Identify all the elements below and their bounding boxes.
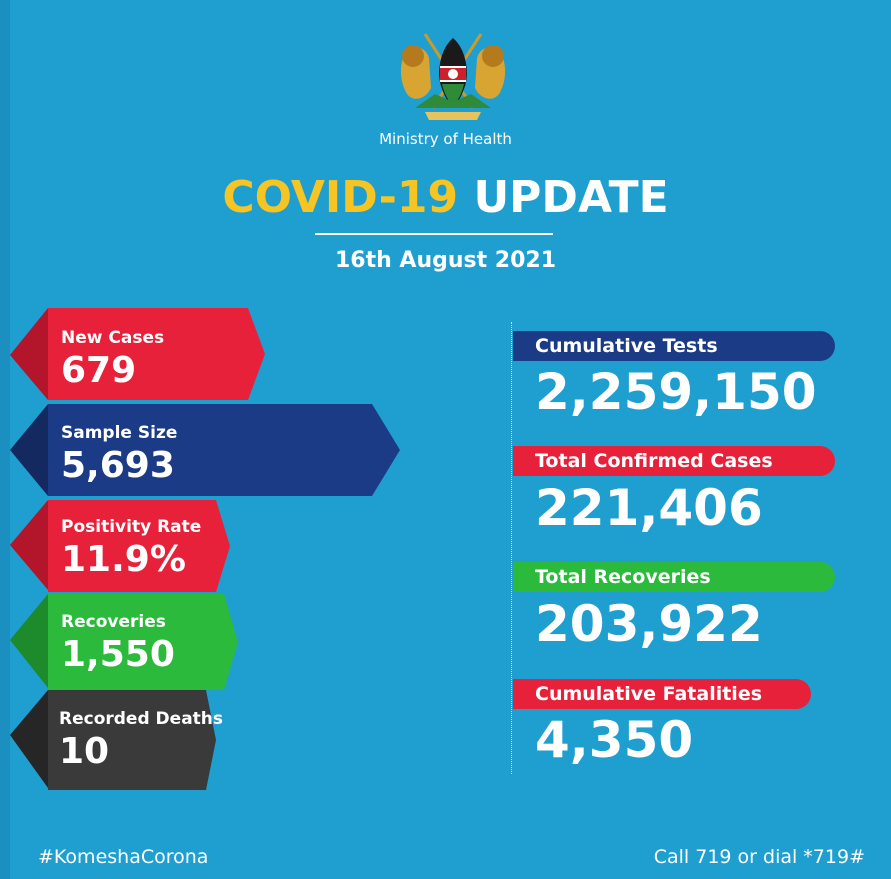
ribbon-fold-sample-size [10,404,48,496]
ribbon-fold-deaths [10,690,48,788]
ribbon-fold-new-cases [10,308,48,400]
stat-value: 5,693 [61,445,175,486]
label-cumulative-fatalities: Cumulative Fatalities [513,679,811,709]
stat-value: 10 [59,731,110,772]
ribbon-positivity [48,500,230,592]
footer-hashtag: #KomeshaCorona [38,846,209,868]
stat-value: 11.9% [61,539,186,580]
stat-label: Recoveries [61,612,166,632]
stat-sample-size: Sample Size 5,693 [61,423,177,486]
coat-of-arms-icon [400,33,506,120]
label-total-recoveries: Total Recoveries [513,562,835,592]
label-total-confirmed-cases: Total Confirmed Cases [513,446,835,476]
stat-new-cases: New Cases 679 [61,328,164,391]
title-update: UPDATE [473,172,669,223]
ribbon-sample-size [48,404,400,496]
stat-value: 1,550 [61,634,175,675]
stat-positivity-rate: Positivity Rate 11.9% [61,517,201,580]
divider-line [511,322,512,774]
ribbon-fold-positivity [10,500,48,590]
stat-recoveries: Recoveries 1,550 [61,612,175,675]
title-underline [315,233,553,235]
ribbon-deaths [48,690,216,790]
value-total-recoveries: 203,922 [535,595,763,653]
value-cumulative-tests: 2,259,150 [535,363,817,421]
stat-label: Recorded Deaths [59,709,224,729]
stat-value: 679 [61,350,137,391]
label-cumulative-tests: Cumulative Tests [513,331,835,361]
ribbon-fold-recoveries [10,594,48,688]
left-edge-strip [0,0,10,879]
stat-label: Sample Size [61,423,178,443]
value-cumulative-fatalities: 4,350 [535,711,694,769]
value-total-confirmed-cases: 221,406 [535,479,763,537]
stat-label: New Cases [61,328,165,348]
stat-recorded-deaths: Recorded Deaths 10 [59,709,223,772]
footer-call-info: Call 719 or dial *719# [653,846,865,868]
title-covid: COVID-19 [222,172,459,223]
ribbon-stack [10,308,400,790]
update-date: 16th August 2021 [334,248,557,273]
ribbon-new-cases [48,308,265,400]
page-title: COVID-19 UPDATE [0,172,891,223]
ribbon-recoveries [48,594,238,690]
ministry-name: Ministry of Health [379,130,512,148]
stat-label: Positivity Rate [61,517,202,537]
